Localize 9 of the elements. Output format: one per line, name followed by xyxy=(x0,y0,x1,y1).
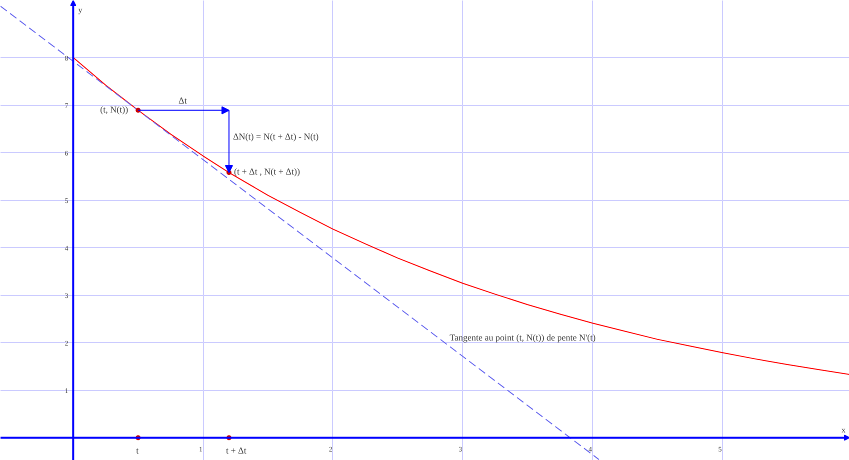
annotation: (t + Δt , N(t + Δt)) xyxy=(234,166,300,177)
y-axis-title: y xyxy=(78,6,82,14)
x-axis-title: x xyxy=(842,426,846,435)
annotation: t + Δt xyxy=(226,446,247,456)
annotation: ΔN(t) = N(t + Δt) - N(t) xyxy=(232,131,319,142)
annotation: (t, N(t)) xyxy=(100,104,128,114)
annotation: Δt xyxy=(178,95,188,106)
annotation: Tangente au point (t, N(t)) de pente N'(t) xyxy=(450,332,596,343)
annotation: t xyxy=(136,446,140,456)
